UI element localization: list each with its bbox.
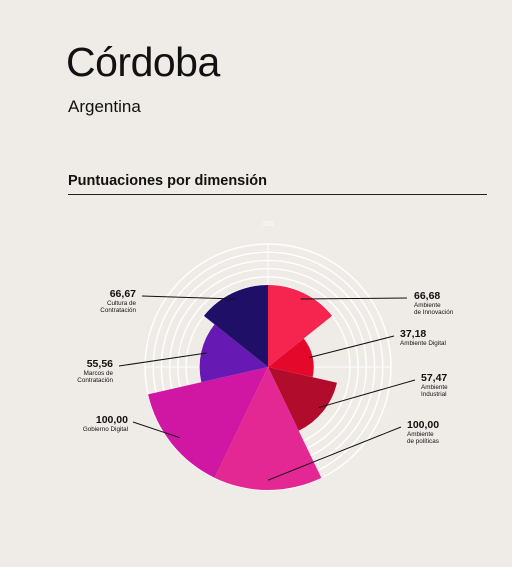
category-label: Marcos de [84,370,114,377]
section-divider [68,194,487,195]
category-label: Gobierno Digital [83,426,128,433]
slice-ambiente-de-politicas [214,367,322,491]
category-label: Industrial [421,391,447,398]
city-title: Córdoba [66,39,220,85]
slice-marcos-de-contratacion [199,324,268,383]
leader-line [141,295,236,300]
value-label: 100,00 [407,419,439,431]
category-label: Contratación [77,377,113,384]
category-label: Ambiente Digital [400,340,446,347]
value-label: 100,00 [96,414,128,426]
scale-max-label: 100 [262,221,274,228]
slice-ambiente-digital [268,338,314,378]
leader-line [118,352,207,367]
category-label: Cultura de [107,300,137,307]
slice-gobierno-digital [148,367,268,478]
country-subtitle: Argentina [68,97,141,116]
leader-line [267,426,402,481]
leader-line [300,297,408,300]
value-label: 57,47 [421,372,447,384]
chart-slices [148,284,337,491]
category-label: de políticas [407,438,439,445]
category-label: Ambiente [414,302,441,309]
leader-line [318,379,416,409]
slice-ambiente-industrial [268,367,337,431]
category-label: Ambiente [421,384,448,391]
value-label: 55,56 [87,358,113,370]
leader-line [308,335,395,359]
value-label: 37,18 [400,328,426,340]
value-label: 66,67 [110,288,136,300]
category-label: Contratación [100,307,136,314]
slice-cultura-de-contratacion [203,285,268,367]
category-label: de Innovación [414,309,454,316]
leader-line [132,421,180,439]
category-label: Ambiente [407,431,434,438]
leader-lines [118,295,416,481]
value-label: 66,68 [414,290,440,302]
section-title: Puntuaciones por dimensión [68,173,267,189]
slice-ambiente-de-innovacion [268,284,333,367]
